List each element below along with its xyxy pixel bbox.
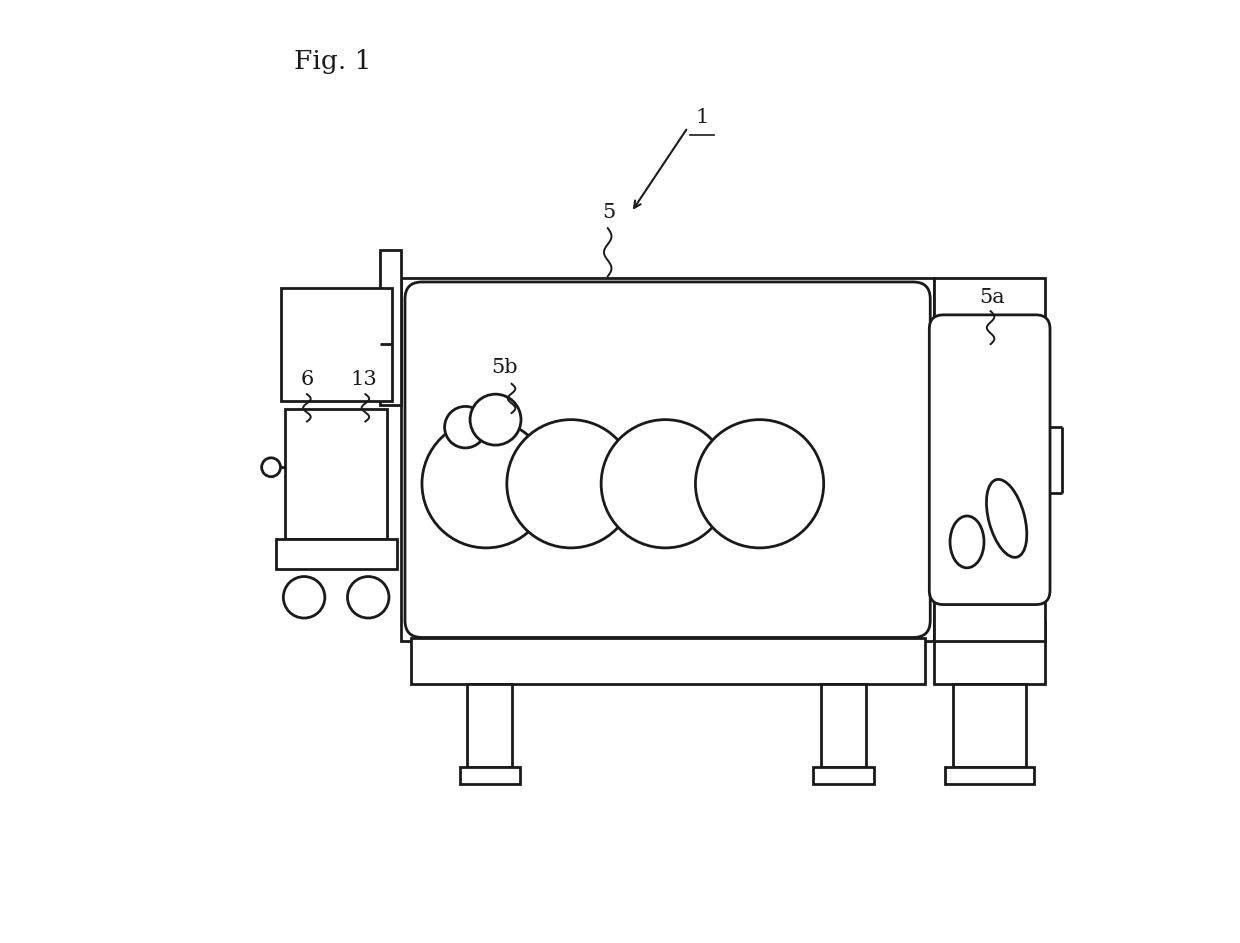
Bar bbox=[280, 288, 392, 401]
Bar bbox=[460, 767, 520, 784]
Bar bbox=[410, 638, 925, 684]
Bar bbox=[275, 538, 397, 569]
Text: 5: 5 bbox=[603, 203, 615, 222]
Circle shape bbox=[445, 406, 486, 448]
Text: Fig. 1: Fig. 1 bbox=[294, 49, 371, 74]
Text: 13: 13 bbox=[350, 370, 377, 389]
Bar bbox=[934, 622, 1045, 684]
Circle shape bbox=[347, 576, 389, 618]
Bar bbox=[813, 767, 874, 784]
Bar bbox=[467, 684, 512, 767]
Text: 1: 1 bbox=[696, 108, 709, 127]
Bar bbox=[934, 278, 1045, 641]
Bar bbox=[821, 684, 866, 767]
Circle shape bbox=[601, 420, 729, 548]
Text: 5b: 5b bbox=[492, 358, 518, 377]
Bar bbox=[952, 684, 1027, 767]
Text: 5a: 5a bbox=[980, 288, 1006, 306]
Circle shape bbox=[262, 457, 280, 477]
Circle shape bbox=[284, 576, 325, 618]
Bar bbox=[945, 767, 1034, 784]
Ellipse shape bbox=[987, 479, 1027, 557]
Bar bbox=[381, 250, 402, 405]
FancyBboxPatch shape bbox=[405, 282, 930, 637]
Circle shape bbox=[696, 420, 823, 548]
Circle shape bbox=[470, 394, 521, 445]
Circle shape bbox=[507, 420, 635, 548]
Ellipse shape bbox=[950, 516, 985, 568]
Circle shape bbox=[422, 420, 551, 548]
Bar bbox=[402, 278, 934, 641]
FancyBboxPatch shape bbox=[929, 315, 1050, 604]
Text: 6: 6 bbox=[300, 370, 314, 389]
Bar bbox=[285, 408, 387, 538]
